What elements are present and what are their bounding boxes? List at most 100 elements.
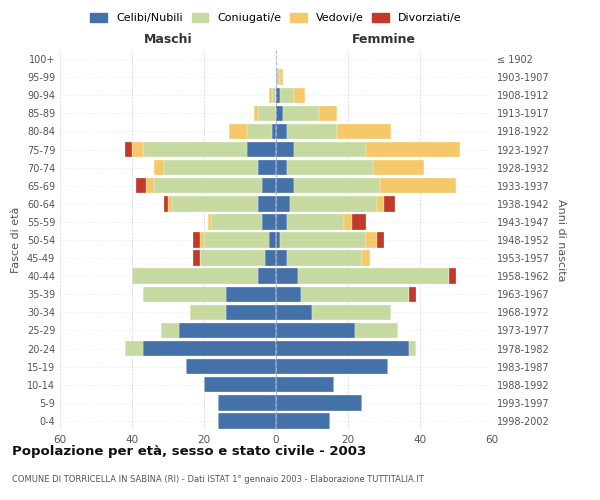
Bar [362, 250, 370, 266]
Bar [269, 232, 276, 248]
Bar [125, 142, 132, 157]
Bar [146, 178, 154, 194]
Bar [294, 178, 380, 194]
Y-axis label: Anni di nascita: Anni di nascita [556, 198, 566, 281]
Text: Femmine: Femmine [352, 34, 416, 46]
Bar [258, 160, 276, 176]
Bar [276, 341, 409, 356]
Bar [164, 196, 168, 212]
Bar [208, 214, 211, 230]
Bar [154, 160, 164, 176]
Bar [204, 232, 269, 248]
Bar [287, 160, 373, 176]
Bar [287, 214, 344, 230]
Bar [344, 214, 352, 230]
Bar [366, 142, 460, 157]
Bar [218, 395, 276, 410]
Bar [193, 250, 200, 266]
Bar [287, 124, 337, 139]
Bar [380, 178, 456, 194]
Bar [280, 232, 366, 248]
Bar [352, 214, 366, 230]
Text: Popolazione per età, sesso e stato civile - 2003: Popolazione per età, sesso e stato civil… [12, 445, 366, 458]
Bar [276, 359, 388, 374]
Bar [276, 70, 280, 85]
Bar [200, 250, 265, 266]
Bar [384, 196, 395, 212]
Bar [136, 178, 146, 194]
Bar [409, 286, 416, 302]
Bar [218, 414, 276, 428]
Bar [276, 250, 287, 266]
Bar [204, 377, 276, 392]
Bar [132, 268, 258, 284]
Bar [143, 286, 226, 302]
Bar [319, 106, 337, 121]
Bar [301, 286, 409, 302]
Bar [190, 304, 226, 320]
Bar [276, 323, 355, 338]
Bar [276, 414, 330, 428]
Bar [247, 124, 272, 139]
Bar [355, 323, 398, 338]
Bar [272, 124, 276, 139]
Bar [164, 160, 258, 176]
Bar [280, 88, 294, 103]
Bar [377, 232, 384, 248]
Bar [287, 250, 362, 266]
Bar [276, 395, 362, 410]
Bar [172, 196, 258, 212]
Bar [298, 268, 449, 284]
Bar [265, 250, 276, 266]
Bar [449, 268, 456, 284]
Text: COMUNE DI TORRICELLA IN SABINA (RI) - Dati ISTAT 1° gennaio 2003 - Elaborazione : COMUNE DI TORRICELLA IN SABINA (RI) - Da… [12, 475, 424, 484]
Bar [200, 232, 204, 248]
Bar [276, 106, 283, 121]
Bar [226, 304, 276, 320]
Bar [409, 341, 416, 356]
Bar [276, 142, 294, 157]
Y-axis label: Fasce di età: Fasce di età [11, 207, 21, 273]
Bar [276, 124, 287, 139]
Bar [366, 232, 377, 248]
Bar [276, 232, 280, 248]
Bar [269, 88, 272, 103]
Bar [168, 196, 172, 212]
Bar [161, 323, 179, 338]
Bar [294, 142, 366, 157]
Bar [179, 323, 276, 338]
Bar [226, 286, 276, 302]
Bar [276, 160, 287, 176]
Bar [186, 359, 276, 374]
Bar [276, 304, 312, 320]
Bar [272, 88, 276, 103]
Legend: Celibi/Nubili, Coniugati/e, Vedovi/e, Divorziati/e: Celibi/Nubili, Coniugati/e, Vedovi/e, Di… [86, 8, 466, 28]
Bar [280, 70, 283, 85]
Bar [276, 178, 294, 194]
Bar [283, 106, 319, 121]
Bar [132, 142, 143, 157]
Bar [193, 232, 200, 248]
Bar [294, 88, 305, 103]
Bar [229, 124, 247, 139]
Bar [211, 214, 262, 230]
Bar [258, 106, 276, 121]
Bar [143, 341, 276, 356]
Bar [247, 142, 276, 157]
Bar [276, 268, 298, 284]
Bar [276, 286, 301, 302]
Bar [143, 142, 247, 157]
Bar [276, 377, 334, 392]
Bar [276, 214, 287, 230]
Bar [262, 178, 276, 194]
Text: Maschi: Maschi [143, 34, 193, 46]
Bar [258, 196, 276, 212]
Bar [125, 341, 143, 356]
Bar [290, 196, 377, 212]
Bar [377, 196, 384, 212]
Bar [254, 106, 258, 121]
Bar [262, 214, 276, 230]
Bar [258, 268, 276, 284]
Bar [276, 196, 290, 212]
Bar [312, 304, 391, 320]
